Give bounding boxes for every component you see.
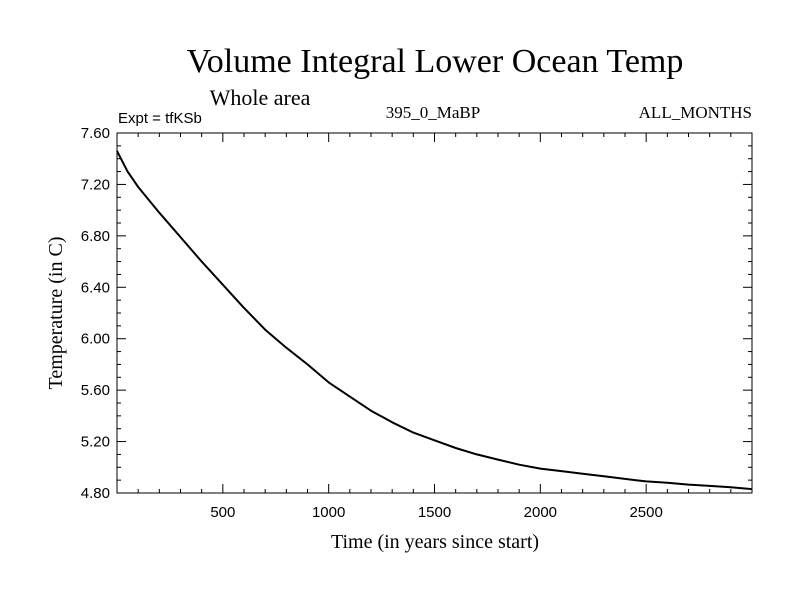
months-label: ALL_MONTHS bbox=[639, 103, 752, 122]
y-tick-label: 7.20 bbox=[81, 176, 110, 193]
period-label: 395_0_MaBP bbox=[386, 103, 480, 122]
chart-subtitle: Whole area bbox=[210, 85, 311, 110]
y-tick-label: 6.80 bbox=[81, 228, 110, 245]
x-axis-ticks: 500 1000 1500 2000 2500 bbox=[137, 133, 732, 521]
experiment-label: Expt = tfKSb bbox=[118, 110, 202, 127]
x-tick-label: 1500 bbox=[418, 504, 451, 521]
x-tick-label: 500 bbox=[210, 504, 235, 521]
x-tick-label: 2500 bbox=[629, 504, 662, 521]
y-tick-label: 5.20 bbox=[81, 434, 110, 451]
y-tick-label: 5.60 bbox=[81, 382, 110, 399]
x-axis-label: Time (in years since start) bbox=[331, 531, 539, 553]
y-tick-label: 6.00 bbox=[81, 331, 110, 348]
y-tick-label: 4.80 bbox=[81, 485, 110, 502]
series-line bbox=[116, 150, 753, 491]
y-tick-label: 6.40 bbox=[81, 279, 110, 296]
series-group bbox=[116, 150, 753, 491]
chart-title: Volume Integral Lower Ocean Temp bbox=[187, 43, 684, 80]
x-tick-label: 1000 bbox=[312, 504, 345, 521]
plot-frame bbox=[116, 132, 753, 494]
x-tick-label: 2000 bbox=[524, 504, 557, 521]
y-axis-label: Temperature (in C) bbox=[45, 237, 67, 390]
y-axis-ticks: 4.80 5.20 5.60 6.00 6.40 6.80 7.20 7.60 bbox=[81, 125, 752, 502]
y-tick-label: 7.60 bbox=[81, 125, 110, 142]
